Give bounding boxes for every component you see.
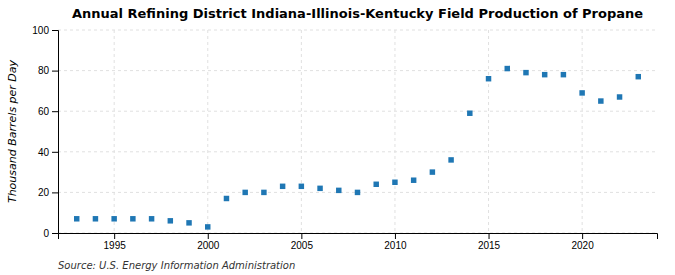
x-axis-tick-label: 1995 bbox=[104, 240, 127, 251]
x-axis-tick-mark bbox=[489, 233, 490, 239]
y-axis-tick-mark bbox=[52, 192, 58, 193]
grid-line-y bbox=[58, 70, 657, 71]
x-axis-tick: 2015 bbox=[478, 233, 501, 251]
y-axis-tick-mark bbox=[52, 233, 58, 234]
y-axis-tick-label: 60 bbox=[38, 106, 50, 117]
y-axis-tick-label: 80 bbox=[38, 65, 50, 76]
y-axis-tick-mark bbox=[52, 152, 58, 153]
x-axis-tick-label: 2000 bbox=[197, 240, 220, 251]
y-axis-tick: 100 bbox=[32, 25, 58, 36]
point bbox=[505, 66, 510, 71]
y-axis-tick-label: 0 bbox=[43, 228, 49, 239]
point bbox=[636, 74, 641, 79]
x-axis-tick-mark bbox=[208, 233, 209, 239]
point bbox=[205, 224, 210, 229]
point bbox=[93, 216, 98, 221]
point bbox=[430, 169, 435, 174]
y-axis-tick-label: 40 bbox=[38, 147, 50, 158]
x-axis-tick-label: 2015 bbox=[478, 240, 501, 251]
plot: 1995 2000 2005 2010 2015 2020 0 20 40 60 80 100 bbox=[32, 25, 657, 251]
point bbox=[392, 180, 397, 185]
point bbox=[523, 70, 528, 75]
point bbox=[130, 216, 135, 221]
point bbox=[467, 110, 472, 115]
point bbox=[261, 190, 266, 195]
point bbox=[336, 188, 341, 193]
grid-line-y bbox=[58, 30, 657, 31]
grid bbox=[58, 30, 657, 233]
grid-line-x bbox=[301, 30, 302, 233]
grid-line-x bbox=[582, 30, 583, 233]
y-axis-tick-mark bbox=[52, 30, 58, 31]
y-axis: 0 20 40 60 80 100 bbox=[32, 25, 58, 239]
point bbox=[111, 216, 116, 221]
point bbox=[448, 157, 453, 162]
grid-line-y bbox=[58, 151, 657, 152]
y-axis-tick-label: 100 bbox=[32, 25, 49, 36]
point bbox=[280, 184, 285, 189]
point bbox=[168, 218, 173, 223]
y-axis-tick: 0 bbox=[43, 228, 58, 239]
y-axis-line bbox=[52, 31, 59, 234]
x-axis-line bbox=[59, 234, 658, 240]
x-axis-tick: 1995 bbox=[104, 233, 127, 251]
y-axis-tick-mark bbox=[52, 111, 58, 112]
grid-line-x bbox=[488, 30, 489, 233]
point bbox=[355, 190, 360, 195]
x-axis-tick: 2010 bbox=[384, 233, 407, 251]
point bbox=[617, 94, 622, 99]
point bbox=[411, 177, 416, 182]
point bbox=[299, 184, 304, 189]
point bbox=[598, 98, 603, 103]
point bbox=[486, 76, 491, 81]
x-axis-tick-label: 2010 bbox=[384, 240, 407, 251]
y-axis-title: Thousand Barrels per Day bbox=[6, 59, 19, 203]
y-axis-tick: 60 bbox=[38, 106, 58, 117]
grid-line-y bbox=[58, 111, 657, 112]
y-axis-tick-mark bbox=[52, 71, 58, 72]
grid-line-x bbox=[394, 30, 395, 233]
x-axis-tick-label: 2020 bbox=[572, 240, 595, 251]
y-axis-tick: 20 bbox=[38, 187, 58, 198]
grid-line-x bbox=[207, 30, 208, 233]
y-axis-tick: 40 bbox=[38, 147, 58, 158]
x-axis-tick-mark bbox=[301, 233, 302, 239]
x-axis-tick: 2005 bbox=[291, 233, 314, 251]
x-axis-tick-mark bbox=[582, 233, 583, 239]
point bbox=[74, 216, 79, 221]
grid-line-x bbox=[114, 30, 115, 233]
point bbox=[149, 216, 154, 221]
point bbox=[579, 90, 584, 95]
point bbox=[224, 196, 229, 201]
point bbox=[542, 72, 547, 77]
point bbox=[186, 220, 191, 225]
x-axis-tick-label: 2005 bbox=[291, 240, 314, 251]
x-axis-tick: 2000 bbox=[197, 233, 220, 251]
title: Annual Refining District Indiana-Illinoi… bbox=[72, 6, 643, 21]
point bbox=[317, 186, 322, 191]
point bbox=[373, 182, 378, 187]
point bbox=[242, 190, 247, 195]
x-axis-tick-mark bbox=[114, 233, 115, 239]
y-axis-tick: 80 bbox=[38, 65, 58, 76]
x-axis: 1995 2000 2005 2010 2015 2020 bbox=[59, 233, 658, 251]
x-axis-tick-mark bbox=[395, 233, 396, 239]
x-axis-tick: 2020 bbox=[572, 233, 595, 251]
y-axis-tick-label: 20 bbox=[38, 187, 50, 198]
annotation: Source: U.S. Energy Information Administ… bbox=[58, 260, 295, 271]
point bbox=[561, 72, 566, 77]
chart: 1995 2000 2005 2010 2015 2020 0 20 40 60 80 100 Annu… bbox=[0, 0, 675, 275]
points bbox=[74, 66, 641, 230]
